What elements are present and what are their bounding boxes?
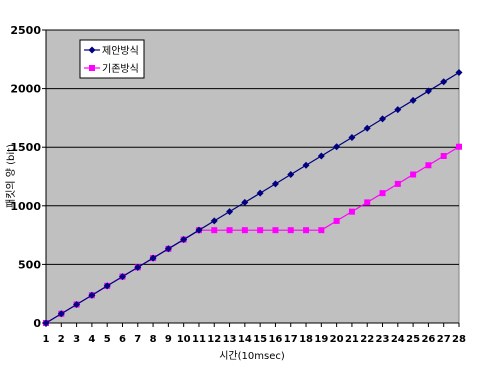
- x-tick-label: 5: [104, 334, 111, 345]
- existing-data-point: [288, 227, 294, 233]
- existing-data-point: [303, 227, 309, 233]
- existing-data-point: [272, 227, 278, 233]
- x-tick-label: 2: [58, 334, 65, 345]
- x-tick-label: 19: [314, 334, 328, 345]
- existing-data-point: [441, 153, 447, 159]
- x-tick-label: 14: [238, 334, 252, 345]
- x-tick-label: 10: [177, 334, 191, 345]
- x-tick-label: 7: [134, 334, 141, 345]
- existing-data-point: [257, 227, 263, 233]
- x-tick-label: 24: [391, 334, 405, 345]
- x-tick-label: 11: [192, 334, 206, 345]
- x-tick-label: 9: [165, 334, 172, 345]
- existing-data-point: [334, 218, 340, 224]
- legend-marker-existing: [89, 65, 95, 71]
- x-tick-label: 3: [73, 334, 80, 345]
- x-axis-title: 시간(10msec): [219, 350, 285, 362]
- y-tick-label: 0: [33, 317, 41, 330]
- x-tick-label: 15: [253, 334, 267, 345]
- existing-data-point: [425, 162, 431, 168]
- existing-data-point: [242, 227, 248, 233]
- x-tick-label: 8: [150, 334, 157, 345]
- x-tick-label: 6: [119, 334, 126, 345]
- x-tick-label: 28: [452, 334, 466, 345]
- x-tick-label: 22: [360, 334, 374, 345]
- existing-data-point: [227, 227, 233, 233]
- legend-label-proposed: 제안방식: [102, 45, 139, 57]
- existing-data-point: [211, 227, 217, 233]
- x-tick-label: 26: [421, 334, 435, 345]
- x-tick-label: 1: [43, 334, 50, 345]
- x-tick-label: 21: [345, 334, 359, 345]
- existing-data-point: [380, 190, 386, 196]
- x-tick-label: 27: [437, 334, 451, 345]
- x-tick-label: 12: [207, 334, 221, 345]
- existing-data-point: [318, 227, 324, 233]
- legend-label-existing: 기존방식: [102, 63, 139, 75]
- y-axis-title: 패킷의 양 (bit): [5, 144, 17, 208]
- y-tick-label: 2500: [10, 24, 41, 37]
- existing-data-point: [364, 199, 370, 205]
- existing-data-point: [349, 209, 355, 215]
- x-tick-label: 23: [376, 334, 390, 345]
- existing-data-point: [456, 144, 462, 150]
- x-tick-label: 4: [88, 334, 95, 345]
- x-tick-label: 16: [268, 334, 282, 345]
- y-tick-label: 500: [18, 258, 41, 271]
- existing-data-point: [410, 172, 416, 178]
- x-tick-label: 20: [330, 334, 344, 345]
- x-tick-label: 17: [284, 334, 298, 345]
- y-tick-label: 2000: [10, 83, 41, 96]
- x-tick-label: 13: [223, 334, 237, 345]
- existing-data-point: [395, 181, 401, 187]
- x-tick-label: 25: [406, 334, 420, 345]
- x-tick-label: 18: [299, 334, 313, 345]
